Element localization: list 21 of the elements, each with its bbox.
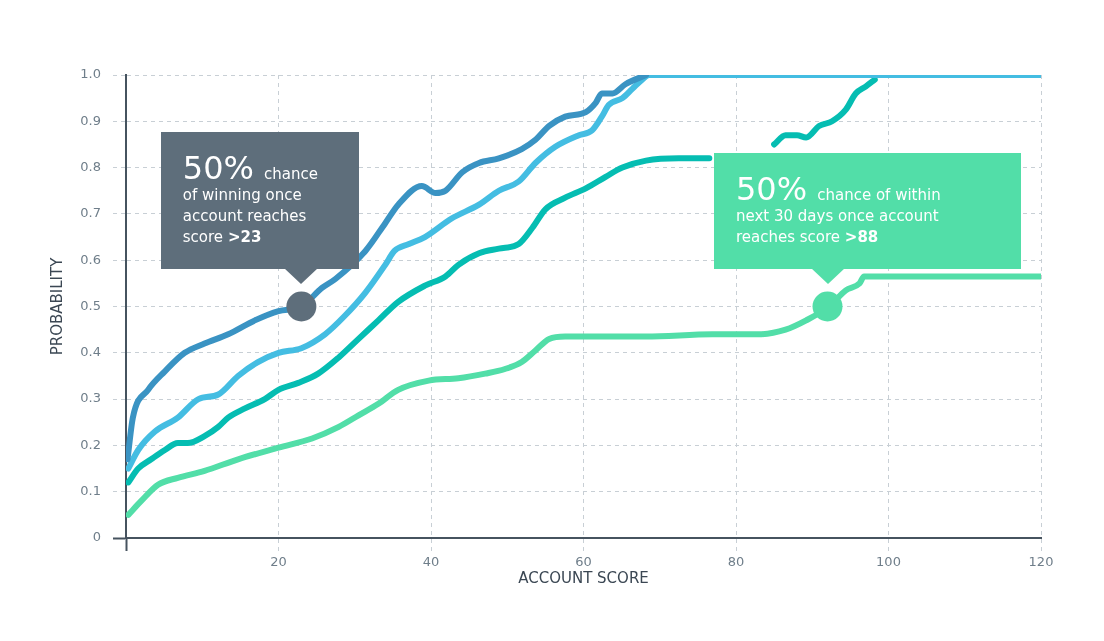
y-tick-label: 0.1 [80,483,101,499]
x-tick-label: 100 [876,554,901,570]
y-tick-label: 0.4 [80,344,101,360]
y-tick-label: 0.3 [80,390,101,406]
y-tick-label: 0.5 [80,297,101,313]
x-axis-title: ACCOUNT SCORE [518,568,649,587]
y-tick-label: 0.2 [80,436,101,452]
text: 50% chance of within next 30 days once account reaches score >88 [735,169,941,246]
y-tick-label: 0.7 [80,205,101,221]
y-tick-label: 1.0 [80,66,101,82]
x-tick-label: 20 [270,554,287,570]
x-tick-label: 80 [727,554,745,570]
x-tick-label: 120 [1028,554,1054,570]
text: 50% chance of winning once account reaches score >23 [182,148,319,246]
y-tick-label: 0.9 [80,112,101,128]
y-tick-label: 0.6 [80,251,101,267]
x-tick-label: 60 [575,554,592,570]
y-tick-label: 0 [92,529,101,545]
x-tick-label: 40 [422,554,440,570]
y-tick-label: 0.8 [80,158,101,174]
y-axis-title: PROBABILITY [47,256,66,356]
